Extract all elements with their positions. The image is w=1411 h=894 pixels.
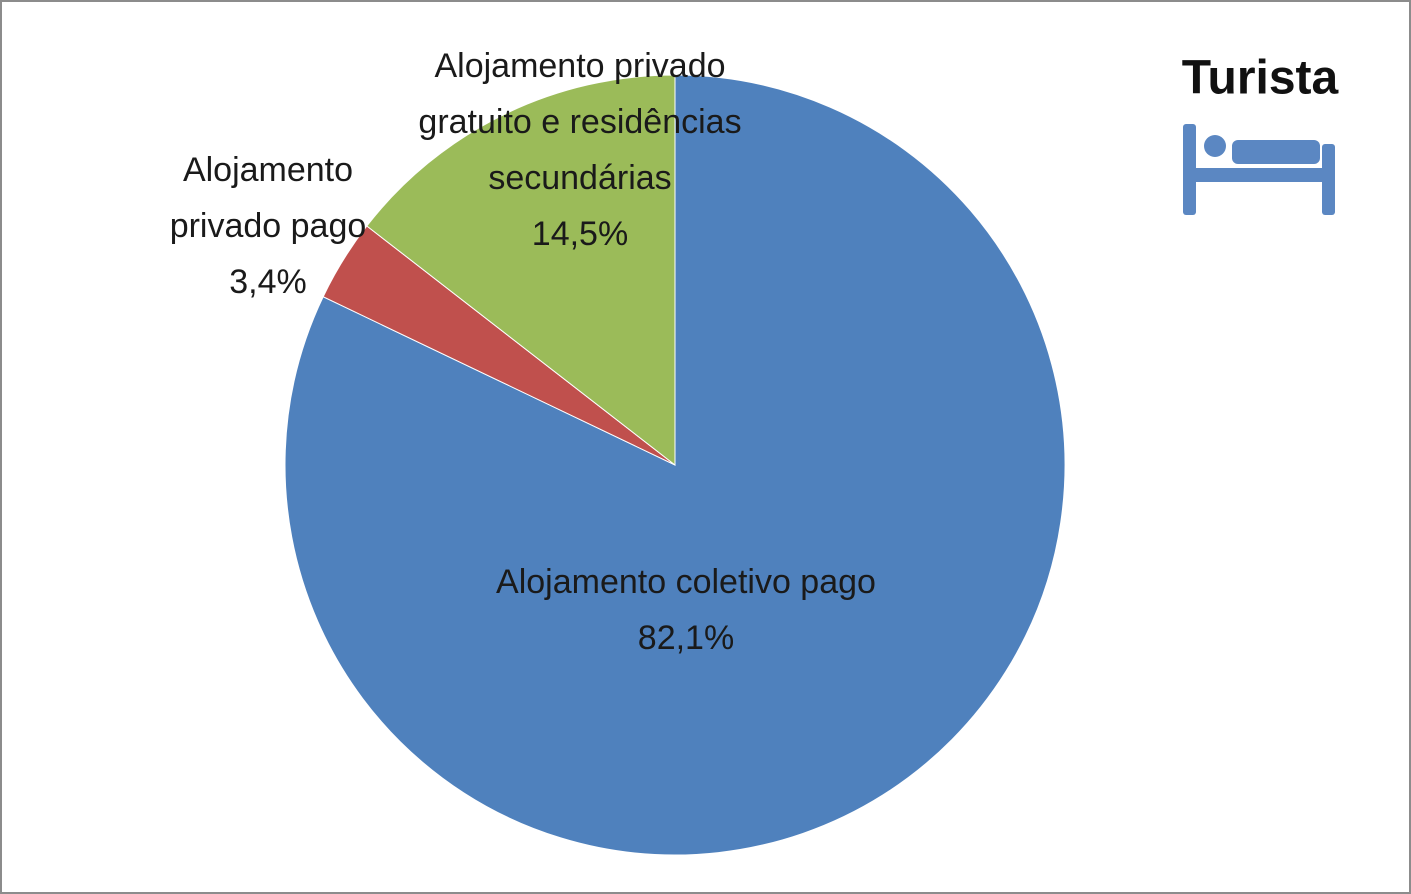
slice-label: Alojamento coletivo pago 82,1%: [491, 554, 881, 666]
slice-label: Alojamento privado gratuito e residência…: [375, 38, 785, 262]
value-label: 82,1%: [637, 619, 735, 657]
slice-label: Alojamento privado pago 3,4%: [143, 142, 393, 310]
bed-icon: [1183, 124, 1335, 215]
category-label: Alojamento privado pago: [169, 151, 367, 245]
value-label: 14,5%: [531, 215, 629, 253]
pie-slice: [366, 74, 676, 467]
category-label: Alojamento privado gratuito e residência…: [418, 47, 742, 197]
chart-title: Turista: [1181, 51, 1339, 105]
value-label: 3,4%: [229, 263, 307, 301]
category-label: Alojamento coletivo pago: [496, 563, 876, 601]
